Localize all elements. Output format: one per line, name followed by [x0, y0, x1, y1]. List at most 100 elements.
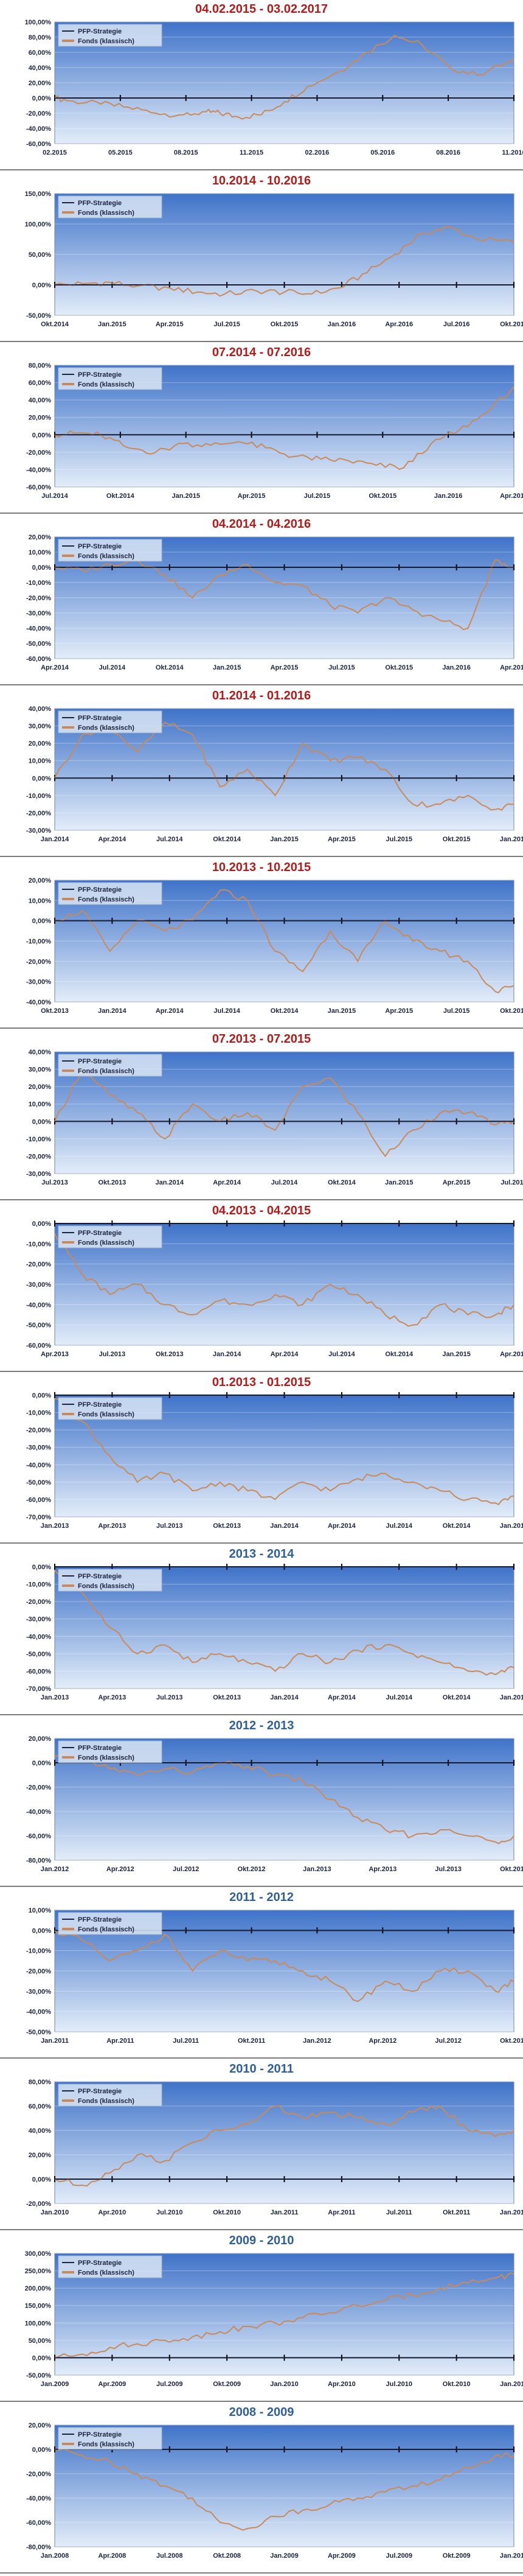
y-tick-label: 0,00%: [32, 1392, 51, 1399]
legend-label: Fonds (klassisch): [78, 1583, 134, 1590]
x-tick-label: Okt.2014: [328, 1179, 356, 1186]
y-tick-label: 0,00%: [32, 564, 51, 572]
y-tick-label: -60,00%: [26, 484, 51, 491]
y-tick-label: -20,00%: [26, 958, 51, 965]
chart-svg: 20,00% 10,00% 0,00% -10,00% -20,00% -30,00% -4…: [26, 877, 523, 1015]
x-tick-label: Jan.2015: [171, 492, 199, 500]
y-tick-label: 60,00%: [29, 49, 52, 57]
x-tick-label: Okt.2015: [271, 321, 299, 328]
chart-panel: 07.2013 - 07.2015 40,00% 30,00% 20,00% 10,00…: [0, 1030, 523, 1202]
chart-title: 04.02.2015 - 03.02.2017: [195, 2, 328, 16]
x-tick-label: Jan.2008: [41, 2552, 69, 2560]
legend-label: PFP-Strategie: [78, 371, 122, 379]
y-tick-label: -10,00%: [26, 938, 51, 945]
x-tick-label: Jan.2014: [41, 836, 69, 843]
legend-label: PFP-Strategie: [78, 28, 122, 35]
y-tick-label: 40,00%: [29, 2127, 52, 2135]
y-tick-label: -30,00%: [26, 1444, 51, 1452]
y-tick-label: -80,00%: [26, 2544, 51, 2551]
x-tick-label: Apr.2014: [98, 836, 126, 843]
chart-panel: 04.2014 - 04.2016 20,00% 10,00% 0,00% -10,00…: [0, 515, 523, 687]
chart-title: 04.2013 - 04.2015: [212, 1204, 311, 1217]
y-tick-label: 10,00%: [29, 758, 52, 765]
y-tick-label: 40,00%: [29, 705, 52, 713]
x-tick-label: Jul.2010: [156, 2209, 182, 2216]
y-tick-label: -40,00%: [26, 1461, 51, 1469]
fund-series-line: [54, 2105, 514, 2187]
fund-series-line: [54, 387, 514, 471]
x-tick-label: Okt.2013: [213, 1694, 241, 1701]
y-tick-label: -10,00%: [26, 1136, 51, 1143]
x-tick-label: Jan.2013: [303, 1866, 331, 1873]
x-tick-label: Apr.2011: [106, 2037, 134, 2045]
chart-panel: 2009 - 2010 300,00% 250,00% 200,00% 150,00% 1…: [0, 2231, 523, 2403]
legend-box: [58, 2084, 162, 2107]
x-tick-label: Jan.2010: [41, 2209, 69, 2216]
x-tick-label: Jan.2013: [41, 1694, 69, 1701]
x-tick-label: Okt.2013: [213, 1522, 241, 1530]
x-tick-label: Jan.2015: [442, 1351, 470, 1358]
chart-svg: 80,00% 60,00% 40,00% 20,00% 0,00% -20,00% -40,…: [26, 362, 523, 500]
x-tick-label: Okt.2015: [443, 836, 471, 843]
fund-series-line: [54, 721, 514, 811]
x-tick-label: Okt.2009: [443, 2552, 471, 2560]
y-tick-label: 0,00%: [32, 432, 51, 439]
x-tick-label: Okt.2014: [443, 1522, 471, 1530]
y-tick-label: -10,00%: [26, 1241, 51, 1248]
y-tick-label: -30,00%: [26, 610, 51, 617]
chart-svg: 0,00% -10,00% -20,00% -30,00% -40,00% -50,00%…: [26, 1564, 523, 1701]
x-tick-label: Okt.2013: [156, 1351, 184, 1358]
y-tick-label: 20,00%: [29, 415, 52, 422]
legend-label: PFP-Strategie: [78, 1573, 122, 1580]
y-tick-label: -20,00%: [26, 1598, 51, 1606]
panel-divider: [0, 513, 523, 514]
x-tick-label: Jan.2009: [270, 2552, 298, 2560]
x-tick-label: Apr.2015: [238, 492, 266, 500]
x-tick-label: Jan.2016: [500, 836, 523, 843]
x-tick-label: Okt.2010: [213, 2209, 241, 2216]
y-tick-label: 0,00%: [32, 775, 51, 782]
legend-label: Fonds (klassisch): [78, 1239, 134, 1247]
x-tick-label: Jan.2014: [98, 1007, 126, 1015]
legend-box: [58, 2427, 162, 2450]
x-tick-label: Apr.2010: [98, 2209, 126, 2216]
y-tick-label: 0,00%: [32, 918, 51, 925]
x-tick-label: Jul.2013: [99, 1351, 125, 1358]
fund-series-line: [54, 226, 514, 297]
y-tick-label: 0,00%: [32, 2354, 51, 2362]
legend-box: [58, 1740, 162, 1763]
legend-label: PFP-Strategie: [78, 715, 122, 722]
chart-title: 2013 - 2014: [229, 1547, 294, 1561]
legend-label: Fonds (klassisch): [78, 38, 134, 45]
x-tick-label: Apr.2010: [328, 2381, 356, 2388]
legend-label: Fonds (klassisch): [78, 896, 134, 903]
y-tick-label: -60,00%: [26, 141, 51, 148]
x-tick-label: Jan.2015: [385, 1179, 413, 1186]
x-tick-label: 05.2015: [108, 149, 133, 156]
x-tick-label: Apr.2013: [98, 1694, 126, 1701]
y-tick-label: 30,00%: [29, 1066, 52, 1074]
y-tick-label: 40,00%: [29, 1049, 52, 1056]
x-tick-label: Apr.2015: [443, 1179, 471, 1186]
x-tick-label: Jan.2014: [270, 1694, 299, 1701]
y-tick-label: -20,00%: [26, 2200, 51, 2208]
legend-label: PFP-Strategie: [78, 1916, 122, 1923]
x-tick-label: Okt.2011: [238, 2037, 265, 2045]
y-tick-label: -20,00%: [26, 449, 51, 457]
x-tick-label: Okt.2015: [385, 664, 413, 671]
x-tick-label: Okt.2008: [213, 2552, 241, 2560]
x-tick-label: Jan.2015: [328, 1007, 356, 1015]
y-tick-label: -20,00%: [26, 1153, 51, 1160]
x-tick-label: Apr.2015: [156, 321, 184, 328]
chart-panel: 10.2014 - 10.2016 150,00% 100,00% 50,00% 0,0…: [0, 172, 523, 343]
y-tick-label: 0,00%: [32, 282, 51, 289]
legend-box: [58, 1569, 162, 1592]
chart-panel: 2013 - 2014 0,00% -10,00% -20,00% -30,00% -40…: [0, 1545, 523, 1717]
legend-box: [58, 710, 162, 733]
x-tick-label: Apr.2013: [98, 1522, 126, 1530]
chart-svg: 150,00% 100,00% 50,00% 0,00% -50,00%Okt.2014…: [25, 191, 523, 328]
chart-panel: 04.02.2015 - 03.02.2017 100,00% 80,00% 60,0…: [0, 0, 523, 172]
x-tick-label: Jan.2014: [156, 1179, 184, 1186]
y-tick-label: -30,00%: [26, 979, 51, 986]
legend-label: Fonds (klassisch): [78, 2269, 134, 2277]
